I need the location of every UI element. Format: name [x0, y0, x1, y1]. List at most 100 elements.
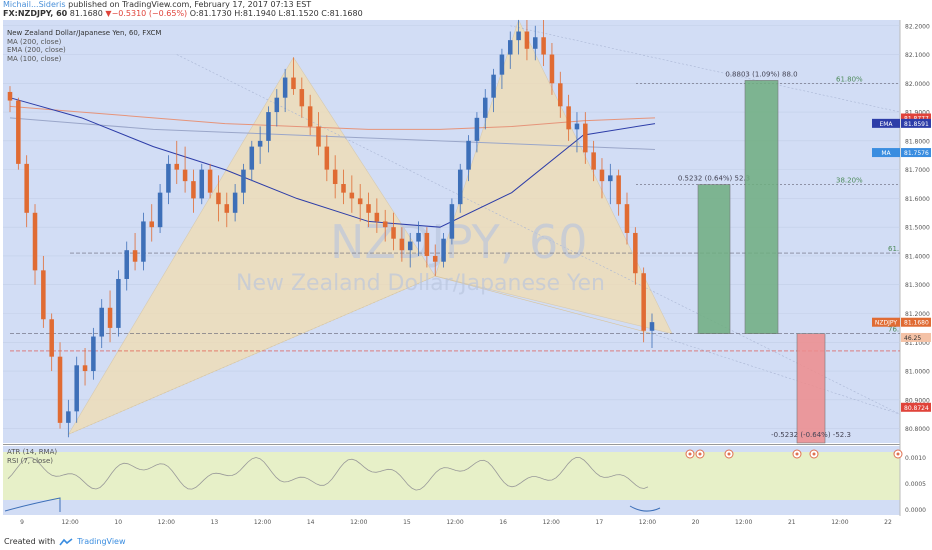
price-tag-bg [901, 317, 931, 327]
candle-body [541, 37, 546, 55]
sub-y-tick-label: 0.0005 [905, 481, 926, 488]
candle-body [7, 91, 13, 101]
candle-body [299, 89, 305, 107]
price-tag: NZDJPY 81.1680 [872, 317, 931, 327]
symbol-name: FX:NZDJPY, 60 [3, 9, 68, 18]
rsi-band [3, 452, 900, 500]
y-tick-label: 81.2000 [905, 311, 930, 318]
candle-body [241, 169, 246, 193]
candle-body [99, 307, 104, 337]
created-with-label: Created with [4, 537, 56, 546]
candle-body [624, 204, 630, 233]
candle-body [349, 192, 355, 199]
candle-body [107, 307, 113, 328]
level-label: 61.80% [836, 75, 863, 83]
candle-body [249, 146, 255, 170]
candle-body [391, 227, 396, 239]
event-icon-dot [698, 452, 702, 456]
price-tag-name-bg [872, 118, 900, 128]
ma-line-0 [9, 117, 656, 150]
candle-body [424, 232, 430, 256]
price-tag-name: MA [881, 150, 891, 157]
ohlc-values: O:81.1730 H:81.1940 L:81.1520 C:81.1680 [189, 9, 363, 18]
x-tick-label: 12:00 [254, 519, 271, 526]
sub-y-tick-label: 0.0000 [905, 507, 926, 514]
candle-body [332, 169, 338, 185]
atr-line [4, 497, 61, 512]
tradingview-logo-icon [59, 537, 73, 545]
fan-line [651, 333, 901, 415]
price-tag-name: EMA [879, 121, 893, 128]
candle-body [474, 117, 480, 141]
x-tick-label: 12:00 [446, 519, 463, 526]
candle-body [41, 270, 46, 320]
candle-body [166, 163, 171, 193]
event-icon-dot [896, 452, 900, 456]
candle-body [266, 112, 271, 141]
event-icon-dot [688, 452, 692, 456]
author-link[interactable]: Michail...Sideris [3, 0, 66, 9]
candle-body [574, 123, 580, 130]
event-icon-dot [812, 452, 816, 456]
x-tick-label: 16 [499, 519, 507, 526]
candle-body [407, 241, 413, 251]
candle-body [507, 40, 513, 55]
candle-body [24, 163, 29, 213]
ma-line-2 [9, 97, 656, 228]
candle-body [549, 54, 555, 84]
publish-header: Michail...Sideris published on TradingVi… [3, 0, 311, 9]
projection-box [697, 184, 731, 334]
atr-line [629, 505, 661, 512]
legend-item-ema200[interactable]: EMA (200, close) [7, 46, 66, 54]
candle-body [224, 204, 230, 213]
candle-body [132, 250, 138, 262]
legend-title: New Zealand Dollar/Japanese Yen, 60, FXC… [7, 29, 162, 37]
y-tick-label: 81.1000 [905, 340, 930, 347]
candle-body [449, 204, 455, 239]
level-label: 38.20% [836, 177, 863, 185]
candle-body [491, 74, 496, 98]
symbol-header: FX:NZDJPY, 60 81.1680 ▼−0.5310 (−0.65%) … [3, 9, 363, 18]
y-tick-label: 82.0000 [905, 81, 930, 88]
legend-item-atr[interactable]: ATR (14, RMA) [7, 448, 58, 456]
y-tick-label: 81.0000 [905, 369, 930, 376]
candle-body [416, 232, 421, 242]
y-tick-label: 82.2000 [905, 23, 930, 30]
candle-body [591, 152, 596, 170]
price-tag: 80.8724 [901, 402, 931, 412]
last-price: 81.1680 [69, 9, 103, 18]
x-tick-label: 14 [307, 519, 315, 526]
candle-body [374, 212, 380, 222]
y-tick-label: 81.9000 [905, 110, 930, 117]
candle-body [341, 184, 346, 193]
legend-item-ma100[interactable]: MA (100, close) [7, 54, 62, 63]
x-tick-label: 12:00 [735, 519, 752, 526]
x-tick-label: 15 [403, 519, 411, 526]
x-tick-label: 17 [596, 519, 604, 526]
projection-box [744, 80, 779, 334]
price-tag-bg [901, 402, 931, 412]
candle-body [357, 198, 363, 205]
y-tick-label: 81.7000 [905, 167, 930, 174]
price-chart[interactable]: 82.2000 82.1000 82.0000 81.9000 81.8000 81.70… [0, 18, 932, 528]
price-tag: MA 81.7576 [872, 148, 931, 158]
price-tag: EMA 81.8591 [872, 118, 931, 128]
x-tick-label: 13 [211, 519, 219, 526]
tradingview-brand[interactable]: TradingView [77, 537, 126, 546]
candle-body [232, 192, 238, 213]
legend-item-rsi[interactable]: RSI (7, close) [7, 456, 53, 465]
main-legend: New Zealand Dollar/Japanese Yen, 60, FXC… [7, 29, 161, 63]
x-tick-label: 12:00 [543, 519, 560, 526]
legend-item-ma200[interactable]: MA (200, close) [7, 37, 62, 46]
price-tag-label: 81.8591 [904, 121, 929, 128]
x-tick-label: 22 [884, 519, 892, 526]
candle-body [524, 31, 530, 49]
event-icon-dot [727, 452, 731, 456]
candle-body [583, 123, 588, 153]
candle-body [157, 192, 163, 228]
pattern-triangle-xab [67, 56, 436, 436]
candle-body [182, 169, 188, 182]
price-tag: 46.25 [901, 332, 931, 342]
x-tick-label: 12:00 [350, 519, 367, 526]
x-tick-label: 12:00 [158, 519, 175, 526]
